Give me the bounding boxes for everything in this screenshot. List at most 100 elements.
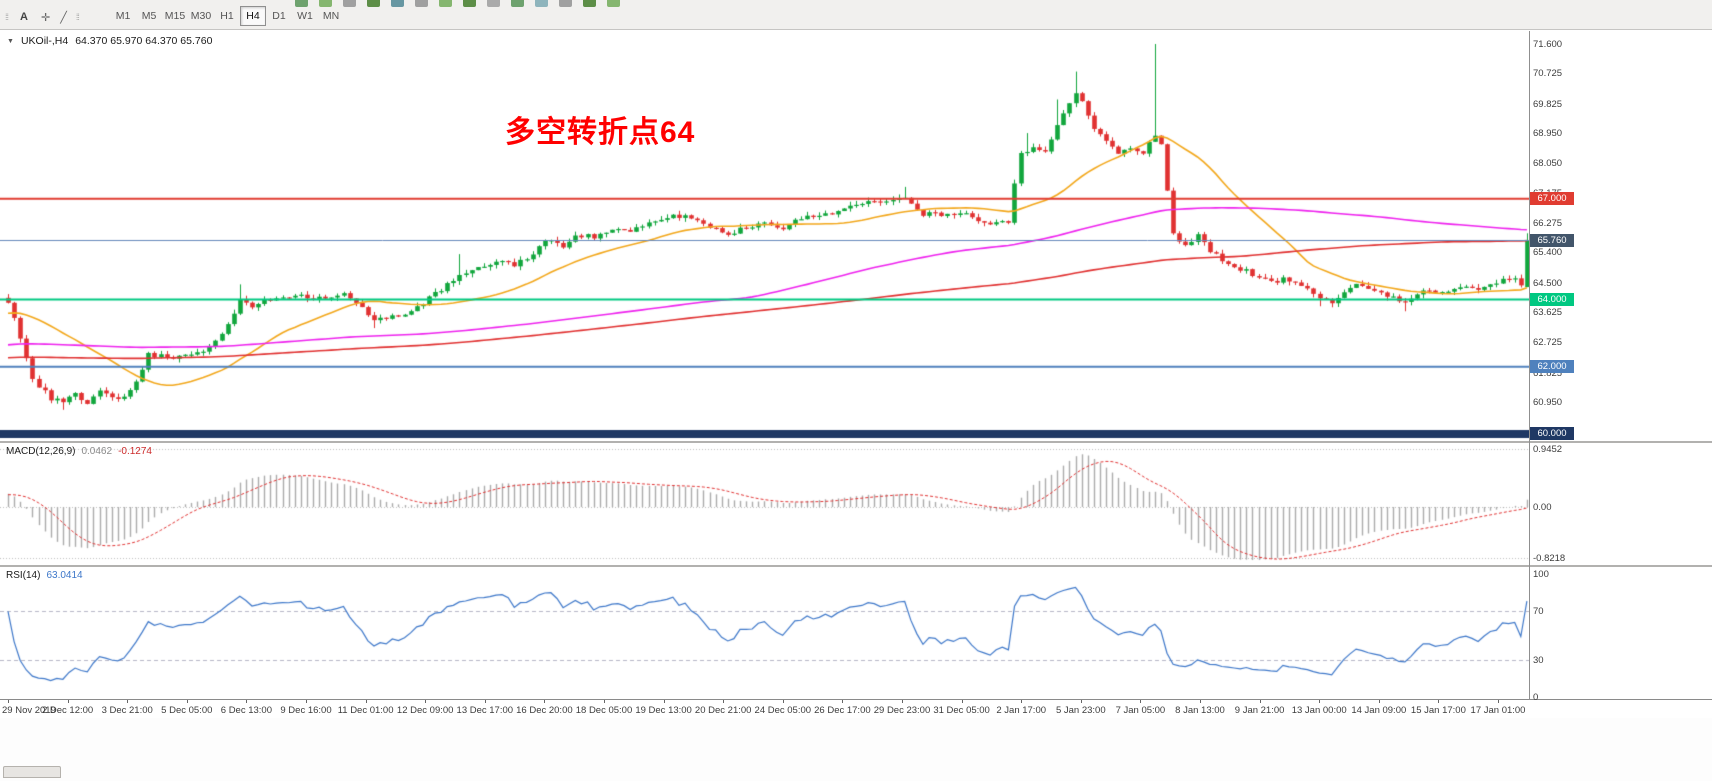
- time-axis-label: 24 Dec 05:00: [754, 705, 812, 716]
- cutoff-toolbar-icon: [415, 0, 428, 7]
- time-axis-tick-mark: [8, 700, 9, 703]
- price-axis-tick: 62.725: [1533, 337, 1563, 349]
- time-axis-tick-mark: [425, 700, 426, 703]
- time-axis-tick-mark: [127, 700, 128, 703]
- time-axis-label: 31 Dec 05:00: [933, 705, 990, 716]
- cutoff-toolbar-icon: [343, 0, 356, 7]
- time-axis-label: 12 Dec 09:00: [396, 705, 454, 716]
- time-axis-label: 20 Dec 21:00: [694, 705, 752, 716]
- cutoff-toolbar-icon: [559, 0, 572, 7]
- price-badge-65.760: 65.760: [1530, 233, 1574, 247]
- price-axis[interactable]: 71.60070.72569.82568.95068.05067.17566.2…: [1530, 31, 1712, 441]
- text-label-tool-button[interactable]: A: [20, 11, 28, 23]
- panel-separator[interactable]: [0, 565, 1712, 567]
- timeframe-button-H1[interactable]: H1: [220, 10, 234, 22]
- price-chart-canvas[interactable]: [0, 31, 1530, 441]
- rsi-axis[interactable]: 100 70 30 0: [1530, 567, 1712, 703]
- time-axis-label: 7 Jan 05:00: [1115, 705, 1166, 716]
- toolbar-left-group: ⁞⁞ A ✛ ╱ ⁞⁞: [2, 6, 82, 28]
- rsi-value: 63.0414: [46, 570, 83, 581]
- cutoff-toolbar-icon: [535, 0, 548, 7]
- cutoff-toolbar-icon: [295, 0, 308, 7]
- toolbar-cutoff-icon-row: [295, 0, 620, 7]
- macd-panel: MACD(12,26,9) 0.0462 -0.1274 0.9452 0.00 -…: [0, 443, 1712, 565]
- cutoff-toolbar-icon: [391, 0, 404, 7]
- timeframe-button-H4[interactable]: H4: [240, 6, 266, 26]
- chart-annotation-text: 多空转折点64: [505, 116, 696, 149]
- cutoff-toolbar-icon: [319, 0, 332, 7]
- timeframe-button-M30[interactable]: M30: [190, 10, 212, 22]
- price-axis-tick: 63.625: [1533, 307, 1563, 319]
- time-axis-tick-mark: [604, 700, 605, 703]
- time-axis-label: 26 Dec 17:00: [814, 705, 871, 716]
- macd-axis-tick: -0.8218: [1533, 552, 1566, 564]
- rsi-canvas[interactable]: [0, 567, 1530, 699]
- time-axis-tick-mark: [366, 700, 367, 703]
- symbol-marker-icon: ▼: [7, 37, 14, 45]
- cutoff-toolbar-icon: [439, 0, 452, 7]
- time-axis-tick-mark: [1260, 700, 1261, 703]
- panel-separator[interactable]: [0, 441, 1712, 443]
- time-axis-tick-mark: [187, 700, 188, 703]
- time-axis-tick-mark: [1498, 700, 1499, 703]
- toolbar-drag-handle-icon[interactable]: ⁞⁞: [5, 12, 9, 22]
- rsi-name: RSI(14): [6, 570, 41, 581]
- timeframe-button-M5[interactable]: M5: [141, 10, 157, 22]
- time-axis-label: 15 Jan 17:00: [1410, 705, 1466, 716]
- chart-tab[interactable]: [3, 766, 61, 778]
- time-axis-label: 29 Nov 2019: [2, 705, 56, 716]
- price-badge-64.000: 64.000: [1530, 293, 1574, 306]
- macd-axis[interactable]: 0.9452 0.00 -0.8218: [1530, 443, 1712, 565]
- cutoff-toolbar-icon: [487, 0, 500, 7]
- cutoff-toolbar-icon: [607, 0, 620, 7]
- price-axis-tick: 69.825: [1533, 98, 1563, 110]
- time-axis[interactable]: 29 Nov 2019 2 Dec 12:00 3 Dec 21:00 5 Dec 0…: [0, 699, 1712, 717]
- price-axis-tick: 70.725: [1533, 68, 1563, 80]
- timeframe-toolbar: M1 M5 M15 M30 H1 H4 D1 W1 MN: [110, 6, 344, 26]
- timeframe-button-M15[interactable]: M15: [164, 10, 186, 22]
- price-axis-tick: 68.950: [1533, 128, 1563, 140]
- macd-name: MACD(12,26,9): [6, 446, 76, 457]
- price-axis-tick: 66.275: [1533, 218, 1563, 230]
- crosshair-tool-icon[interactable]: ✛: [41, 11, 51, 24]
- time-axis-tick-mark: [1200, 700, 1201, 703]
- time-axis-tick-mark: [306, 700, 307, 703]
- time-axis-tick-mark: [723, 700, 724, 703]
- time-axis-tick-mark: [68, 700, 69, 703]
- time-axis-label: 9 Dec 16:00: [280, 705, 332, 716]
- time-axis-tick-mark: [902, 700, 903, 703]
- timeframe-button-M1[interactable]: M1: [115, 10, 131, 22]
- timeframe-button-W1[interactable]: W1: [297, 10, 313, 22]
- time-axis-tick-mark: [1140, 700, 1141, 703]
- time-axis-tick-mark: [1081, 700, 1082, 703]
- price-axis-tick: 60.950: [1533, 397, 1563, 409]
- time-axis-tick-mark: [1438, 700, 1439, 703]
- rsi-axis-tick: 30: [1533, 655, 1544, 667]
- time-axis-tick-mark: [1319, 700, 1320, 703]
- time-axis-label: 17 Jan 01:00: [1470, 705, 1526, 716]
- time-axis-label: 13 Jan 00:00: [1291, 705, 1347, 716]
- time-axis-tick-mark: [485, 700, 486, 703]
- timeframe-button-D1[interactable]: D1: [272, 10, 286, 22]
- cutoff-toolbar-icon: [511, 0, 524, 7]
- macd-value-signal: -0.1274: [118, 446, 152, 457]
- time-axis-tick-mark: [246, 700, 247, 703]
- price-axis-tick: 71.600: [1533, 39, 1563, 50]
- price-badge-60.000: 60.000: [1530, 427, 1574, 441]
- timeframe-button-MN[interactable]: MN: [322, 10, 340, 22]
- time-axis-label: 16 Dec 20:00: [516, 705, 573, 716]
- rsi-label: RSI(14) 63.0414: [6, 570, 83, 581]
- time-axis-tick-mark: [1021, 700, 1022, 703]
- macd-canvas[interactable]: [0, 443, 1530, 565]
- time-axis-tick-mark: [664, 700, 665, 703]
- axis-divider-line: [1529, 31, 1530, 700]
- status-strip: [0, 718, 1712, 781]
- toolbar-drag-handle-icon[interactable]: ⁞⁞: [75, 12, 80, 22]
- time-axis-label: 2 Jan 17:00: [996, 705, 1047, 716]
- rsi-axis-tick: 0: [1533, 692, 1539, 703]
- price-axis-tick: 64.500: [1533, 277, 1563, 289]
- trendline-tool-icon[interactable]: ╱: [60, 11, 67, 24]
- time-axis-label: 29 Dec 23:00: [873, 705, 931, 716]
- time-axis-tick-mark: [544, 700, 545, 703]
